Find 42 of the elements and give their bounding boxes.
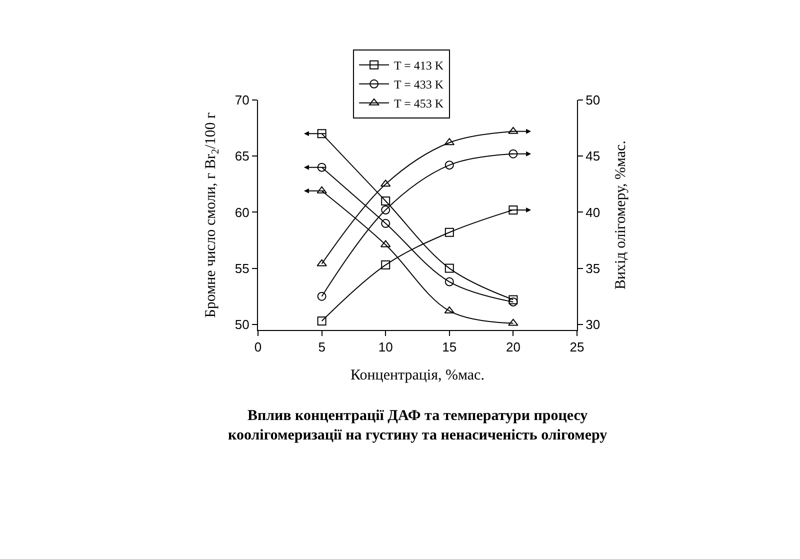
x-tick-label: 20 (506, 340, 520, 355)
y2-axis-title: Вихід олігомеру, %мас. (613, 140, 630, 290)
y-tick-label: 65 (234, 148, 250, 164)
y2-tick-label: 40 (586, 204, 600, 220)
y2-tick-label: 50 (586, 92, 600, 108)
x-tick-label: 15 (442, 340, 457, 355)
y-tick-label: 70 (234, 92, 250, 108)
point (317, 129, 326, 138)
point (508, 297, 518, 306)
point (381, 196, 390, 206)
point (508, 149, 518, 158)
point (316, 186, 327, 194)
x-tick-label: 10 (378, 340, 393, 355)
point (317, 162, 326, 172)
y2-tick-label: 30 (586, 316, 600, 332)
y-tick-label: 55 (234, 260, 250, 276)
point (444, 228, 454, 237)
point (508, 295, 518, 304)
point (317, 316, 326, 326)
y-tick-label: 60 (234, 204, 250, 220)
text: Вплив концентрації ДАФ та температури процесу коолігомеризації на густину та ненасиченість олігомеру (228, 408, 608, 444)
y-tick-label: 50 (234, 316, 250, 332)
point (508, 205, 518, 214)
x-axis-title: Концентрація, %мас. (350, 368, 484, 384)
x-tick-label: 25 (570, 340, 584, 355)
legend-label: T = 413 K (394, 58, 444, 73)
point (317, 292, 326, 301)
point (444, 160, 454, 170)
point (508, 126, 518, 134)
legend-label: T = 453 K (394, 96, 444, 111)
x-tick-label: 5 (318, 340, 326, 355)
point (381, 205, 390, 214)
point (508, 318, 518, 326)
x-tick-label: 0 (254, 340, 262, 355)
legend-label: T = 433 K (394, 78, 444, 92)
point (444, 264, 454, 273)
y2-tick-label: 45 (586, 148, 600, 164)
y2-tick-label: 35 (586, 260, 600, 276)
point (381, 218, 390, 228)
point (381, 260, 390, 270)
point (316, 259, 327, 266)
point (444, 277, 454, 286)
